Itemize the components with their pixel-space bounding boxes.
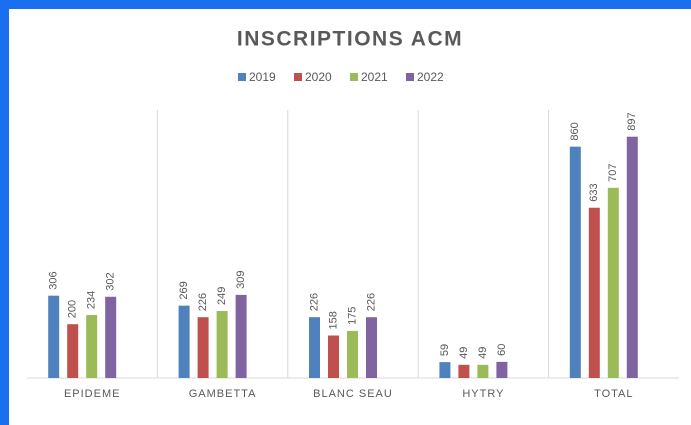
bar	[105, 296, 117, 378]
x-tick-label: EPIDEME	[64, 388, 121, 400]
legend-swatch	[350, 73, 358, 81]
bar	[458, 364, 470, 378]
value-label: 860	[569, 122, 581, 140]
value-label: 302	[105, 272, 117, 290]
bar	[569, 146, 581, 378]
value-label: 306	[48, 271, 60, 289]
value-label: 269	[178, 281, 190, 299]
value-label: 707	[607, 163, 619, 181]
value-label: 200	[67, 300, 79, 318]
bar	[48, 295, 60, 378]
legend-label: 2019	[249, 70, 276, 84]
bar	[67, 324, 79, 378]
bar	[607, 187, 619, 378]
x-tick-label: HYTRY	[462, 388, 504, 400]
bar	[477, 364, 489, 378]
value-label: 49	[458, 347, 470, 359]
chart-title: INSCRIPTIONS ACM	[237, 28, 463, 51]
x-tick-label: BLANC SEAU	[313, 388, 393, 400]
bar	[197, 317, 209, 378]
bar	[235, 294, 247, 378]
value-label: 175	[346, 307, 358, 325]
legend-swatch	[238, 73, 246, 81]
bar	[328, 335, 339, 378]
bar	[216, 311, 228, 378]
bar	[496, 361, 508, 378]
value-label: 226	[365, 293, 377, 311]
bar	[347, 330, 358, 378]
bar	[626, 136, 638, 378]
bar	[86, 315, 98, 378]
value-label: 226	[308, 293, 320, 311]
value-label: 226	[197, 293, 209, 311]
value-label: 234	[86, 291, 98, 309]
legend-label: 2022	[417, 70, 444, 84]
bar	[588, 207, 600, 378]
value-label: 158	[327, 311, 339, 329]
value-label: 49	[477, 347, 489, 359]
legend-swatch	[294, 73, 302, 81]
value-label: 60	[496, 344, 508, 356]
value-label: 59	[439, 344, 451, 356]
bar	[178, 305, 190, 378]
legend-swatch	[406, 73, 414, 81]
value-label: 897	[626, 112, 638, 130]
value-label: 309	[235, 271, 247, 289]
bar	[366, 317, 377, 378]
legend-label: 2021	[361, 70, 388, 84]
legend-label: 2020	[305, 70, 332, 84]
x-tick-label: TOTAL	[594, 388, 633, 400]
bar	[309, 317, 320, 378]
value-label: 633	[588, 183, 600, 201]
x-tick-label: GAMBETTA	[189, 388, 257, 400]
bar	[439, 362, 451, 378]
value-label: 249	[216, 287, 228, 305]
